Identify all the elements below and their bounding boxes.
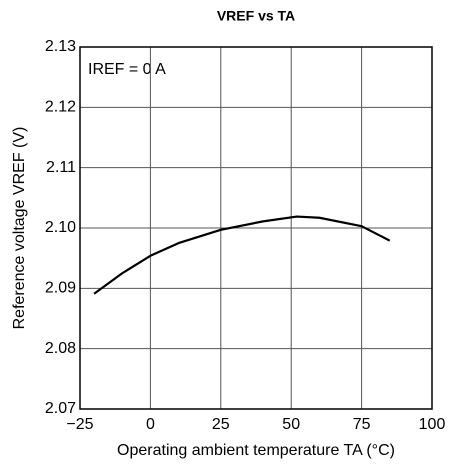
y-tick-label: 2.07 [45,400,76,417]
y-tick-label: 2.08 [45,340,76,357]
y-tick-label: 2.09 [45,280,76,297]
x-tick-label: 25 [212,416,230,433]
x-tick-label: −25 [66,416,93,433]
plot-frame [79,46,433,410]
y-tick-label: 2.11 [46,159,76,176]
x-axis-label: Operating ambient temperature TA (°C) [117,442,395,459]
data-line [93,215,391,295]
y-tick-label: 2.13 [45,38,76,55]
annotation: IREF = 0 A [88,61,166,78]
x-tick-label: 50 [282,416,300,433]
x-tick-label: 0 [146,416,155,433]
y-axis-label: Reference voltage VREF (V) [11,127,28,330]
chart-title: VREF vs TA [217,8,295,24]
y-tick-label: 2.10 [45,219,76,236]
x-tick-label: 100 [419,416,446,433]
x-tick-label: 75 [353,416,371,433]
y-tick-label: 2.12 [45,99,76,116]
